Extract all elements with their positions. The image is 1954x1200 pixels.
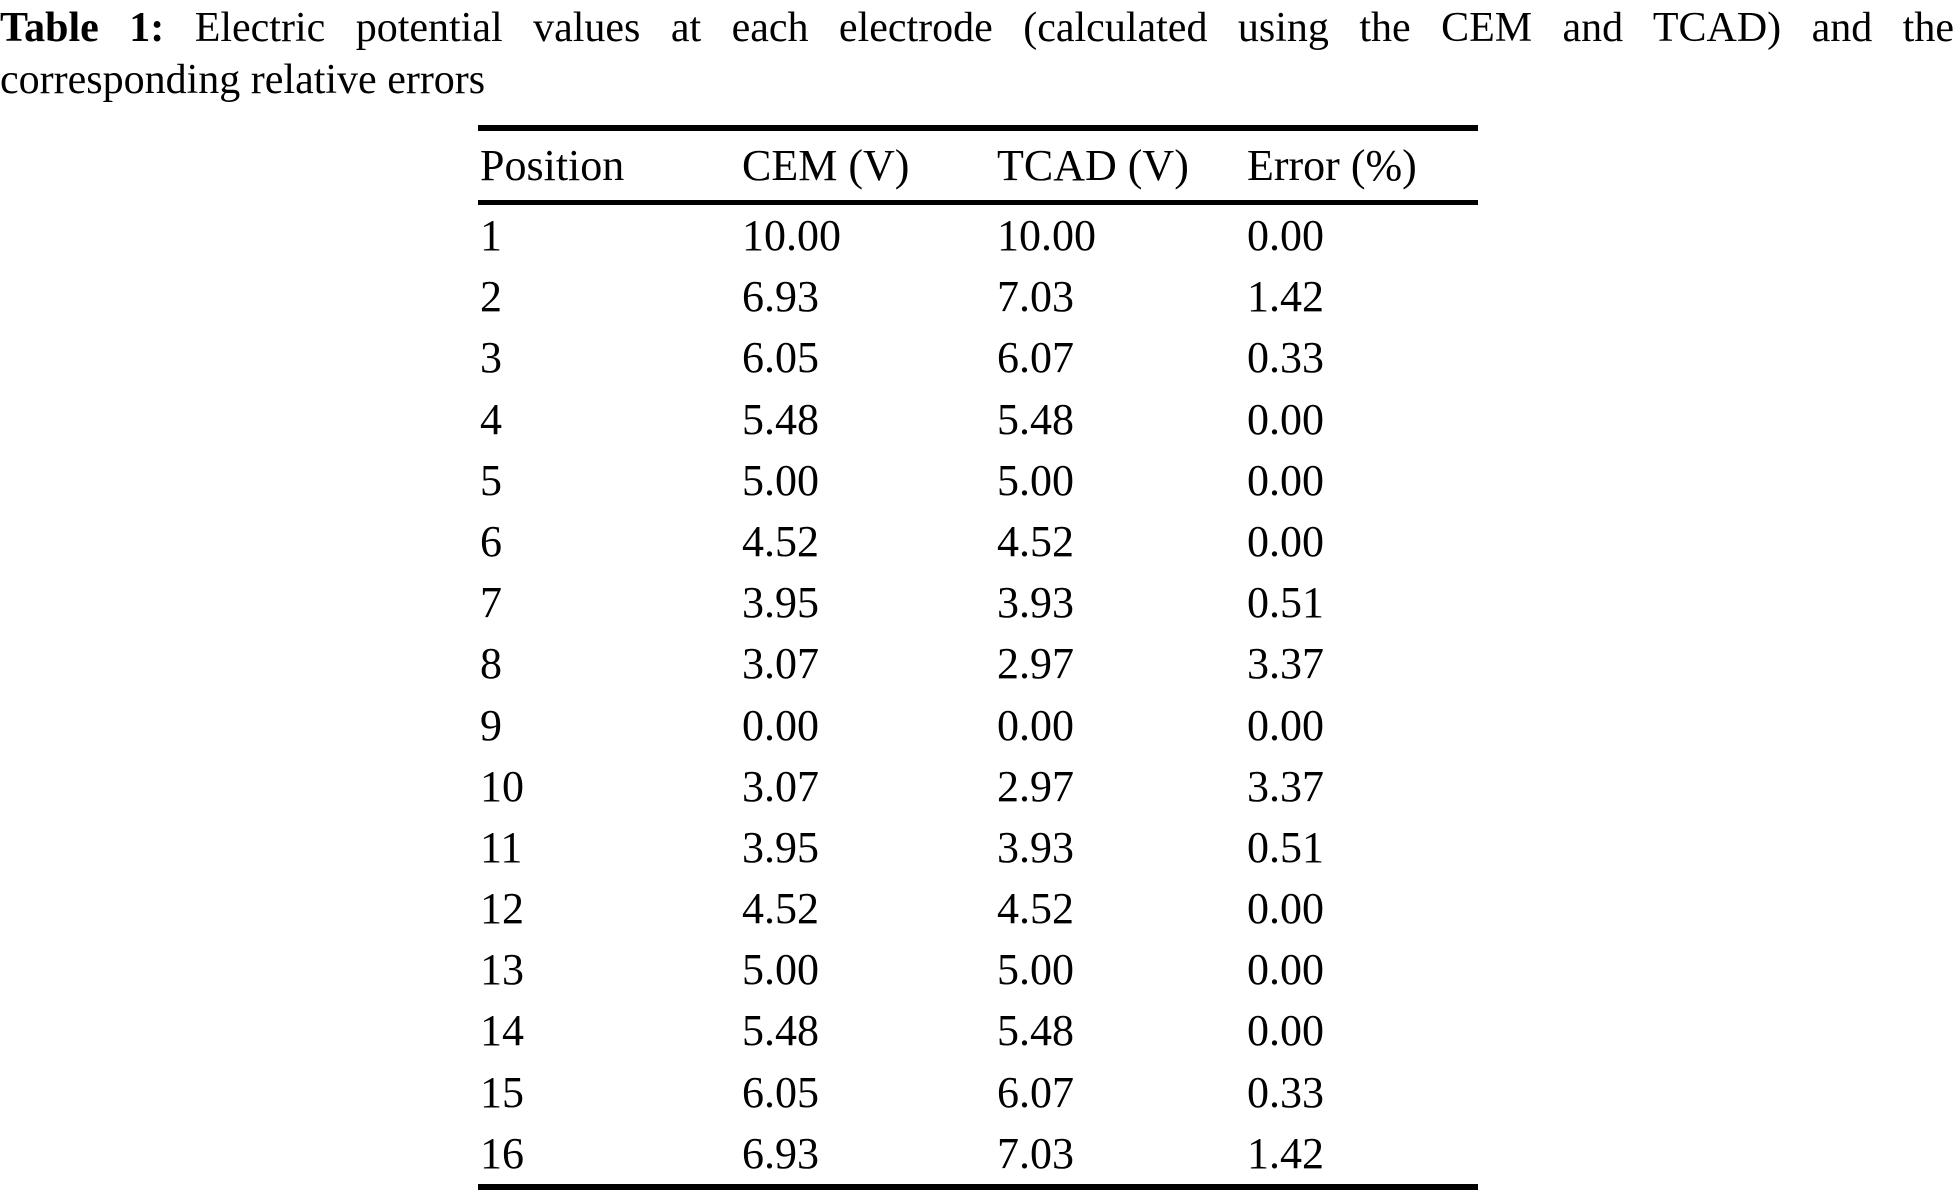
table-body: 1 10.00 10.00 0.00 2 6.93 7.03 1.42 3 6.05 6.07 0.3… <box>478 205 1478 1184</box>
cell-tcad: 10.00 <box>997 211 1096 260</box>
table-caption-line1: Table 1: Electric potential values at ea… <box>0 2 1954 54</box>
cell-error: 0.00 <box>1247 945 1324 995</box>
cell-error: 0.00 <box>1247 394 1324 444</box>
column-header-cem: CEM (V) <box>742 141 910 190</box>
cell-position: 10 <box>480 761 524 811</box>
cell-position: 8 <box>480 639 502 689</box>
cell-error: 0.00 <box>1247 455 1324 505</box>
table-row: 2 6.93 7.03 1.42 <box>478 266 1478 327</box>
table-caption: Table 1: Electric potential values at ea… <box>0 2 1954 106</box>
column-header-tcad: TCAD (V) <box>997 141 1189 190</box>
cell-position: 1 <box>480 211 502 260</box>
cell-cem: 3.95 <box>742 578 819 628</box>
cell-cem: 6.93 <box>742 272 819 322</box>
table-row: 14 5.48 5.48 0.00 <box>478 1000 1478 1061</box>
cell-cem: 4.52 <box>742 516 819 566</box>
table-row: 9 0.00 0.00 0.00 <box>478 695 1478 756</box>
cell-cem: 5.00 <box>742 945 819 995</box>
table-row: 13 5.00 5.00 0.00 <box>478 939 1478 1000</box>
table-header-row: Position CEM (V) TCAD (V) Error (%) <box>478 131 1478 205</box>
table-row: 10 3.07 2.97 3.37 <box>478 756 1478 817</box>
cell-tcad: 6.07 <box>997 1067 1074 1117</box>
table-caption-label: Table 1: <box>0 5 165 51</box>
column-header-position: Position <box>480 141 625 190</box>
cell-error: 0.51 <box>1247 578 1324 628</box>
cell-error: 3.37 <box>1247 639 1324 689</box>
table-row: 6 4.52 4.52 0.00 <box>478 511 1478 572</box>
cell-tcad: 3.93 <box>997 822 1074 872</box>
cell-tcad: 0.00 <box>997 700 1074 750</box>
table-row: 5 5.00 5.00 0.00 <box>478 450 1478 511</box>
cell-error: 0.33 <box>1247 1067 1324 1117</box>
cell-cem: 3.07 <box>742 761 819 811</box>
cell-position: 13 <box>480 945 524 995</box>
table-caption-text: Electric potential values at each electr… <box>194 5 1954 51</box>
cell-error: 1.42 <box>1247 1128 1324 1178</box>
cell-cem: 5.48 <box>742 394 819 444</box>
table-row: 4 5.48 5.48 0.00 <box>478 389 1478 450</box>
table-row: 8 3.07 2.97 3.37 <box>478 633 1478 694</box>
column-header-error: Error (%) <box>1247 141 1417 190</box>
cell-tcad: 7.03 <box>997 1128 1074 1178</box>
cell-error: 0.00 <box>1247 1006 1324 1056</box>
table-row: 16 6.93 7.03 1.42 <box>478 1123 1478 1184</box>
cell-error: 0.33 <box>1247 333 1324 383</box>
cell-error: 0.00 <box>1247 516 1324 566</box>
table-row: 1 10.00 10.00 0.00 <box>478 205 1478 266</box>
results-table: Position CEM (V) TCAD (V) Error (%) 1 10.… <box>478 125 1478 1190</box>
cell-error: 1.42 <box>1247 272 1324 322</box>
cell-cem: 6.93 <box>742 1128 819 1178</box>
cell-position: 5 <box>480 455 502 505</box>
cell-cem: 5.00 <box>742 455 819 505</box>
table-caption-line2: corresponding relative errors <box>0 57 486 103</box>
cell-cem: 3.95 <box>742 822 819 872</box>
cell-tcad: 5.48 <box>997 394 1074 444</box>
cell-cem: 3.07 <box>742 639 819 689</box>
cell-tcad: 4.52 <box>997 516 1074 566</box>
cell-position: 11 <box>480 822 523 872</box>
cell-cem: 6.05 <box>742 1067 819 1117</box>
cell-cem: 6.05 <box>742 333 819 383</box>
cell-tcad: 2.97 <box>997 639 1074 689</box>
cell-tcad: 7.03 <box>997 272 1074 322</box>
cell-position: 3 <box>480 333 502 383</box>
cell-error: 0.00 <box>1247 211 1324 260</box>
cell-position: 6 <box>480 516 502 566</box>
table-row: 15 6.05 6.07 0.33 <box>478 1062 1478 1123</box>
cell-tcad: 5.48 <box>997 1006 1074 1056</box>
table-row: 7 3.95 3.93 0.51 <box>478 572 1478 633</box>
cell-cem: 0.00 <box>742 700 819 750</box>
cell-error: 3.37 <box>1247 761 1324 811</box>
cell-cem: 5.48 <box>742 1006 819 1056</box>
cell-position: 14 <box>480 1006 524 1056</box>
cell-error: 0.00 <box>1247 884 1324 934</box>
cell-error: 0.00 <box>1247 700 1324 750</box>
cell-tcad: 5.00 <box>997 945 1074 995</box>
cell-tcad: 2.97 <box>997 761 1074 811</box>
cell-position: 9 <box>480 700 502 750</box>
cell-tcad: 3.93 <box>997 578 1074 628</box>
cell-position: 7 <box>480 578 502 628</box>
cell-cem: 4.52 <box>742 884 819 934</box>
cell-error: 0.51 <box>1247 822 1324 872</box>
cell-tcad: 5.00 <box>997 455 1074 505</box>
table-row: 3 6.05 6.07 0.33 <box>478 327 1478 388</box>
cell-position: 4 <box>480 394 502 444</box>
table-row: 11 3.95 3.93 0.51 <box>478 817 1478 878</box>
cell-tcad: 6.07 <box>997 333 1074 383</box>
cell-position: 16 <box>480 1128 524 1178</box>
cell-position: 15 <box>480 1067 524 1117</box>
cell-tcad: 4.52 <box>997 884 1074 934</box>
cell-position: 2 <box>480 272 502 322</box>
table-row: 12 4.52 4.52 0.00 <box>478 878 1478 939</box>
cell-position: 12 <box>480 884 524 934</box>
cell-cem: 10.00 <box>742 211 841 260</box>
